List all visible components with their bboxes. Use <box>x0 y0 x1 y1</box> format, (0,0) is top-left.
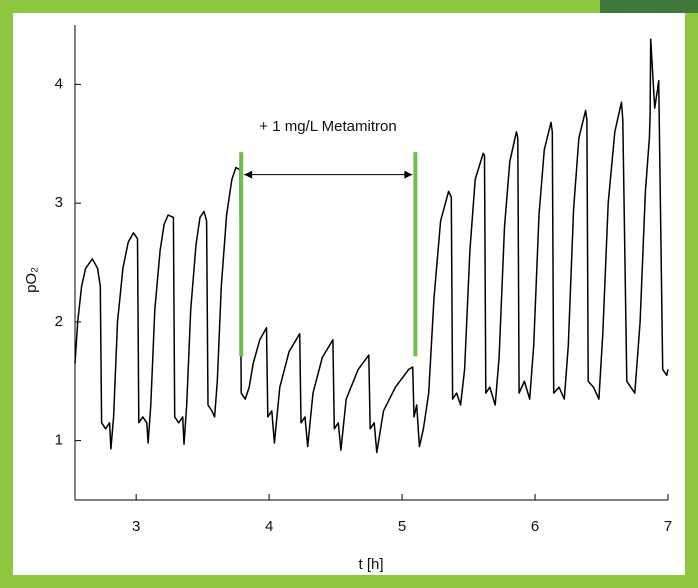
x-tick-label: 7 <box>664 518 672 535</box>
photo-corner <box>600 0 698 13</box>
data-line <box>74 38 669 454</box>
x-tick-label: 6 <box>531 518 539 535</box>
y-tick-label: 3 <box>55 194 63 211</box>
x-tick-label: 5 <box>398 518 406 535</box>
y-tick-label: 4 <box>55 75 63 92</box>
arrow-head <box>404 170 413 179</box>
panel <box>13 13 685 575</box>
y-tick-label: 1 <box>55 432 63 449</box>
x-tick-label: 3 <box>132 518 140 535</box>
annotation: + 1 mg/L Metamitron <box>259 118 396 135</box>
y-tick-label: 2 <box>55 313 63 330</box>
x-axis-label: t [h] <box>358 556 383 573</box>
arrow-head <box>244 170 253 179</box>
x-tick-label: 4 <box>265 518 273 535</box>
y-axis-label: pO₂ <box>23 267 40 293</box>
